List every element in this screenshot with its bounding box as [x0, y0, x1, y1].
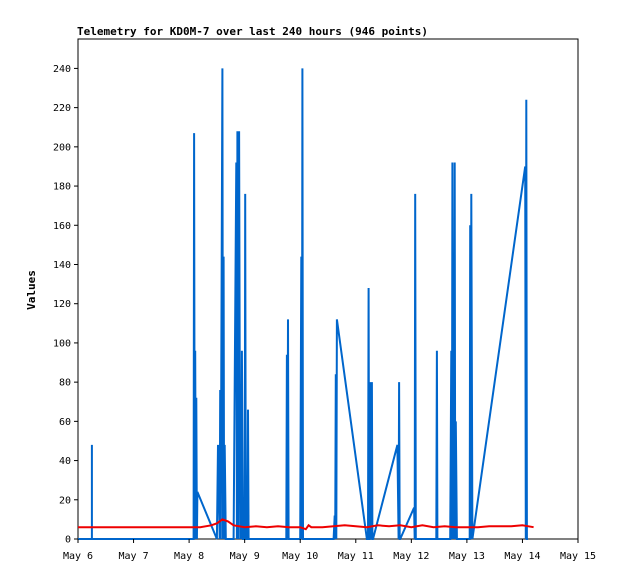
x-tick-label: May 12 — [393, 551, 429, 562]
series-line-red — [78, 518, 534, 531]
y-tick-label: 20 — [59, 495, 71, 506]
y-tick-label: 160 — [53, 221, 71, 232]
x-tick-label: May 9 — [230, 551, 260, 562]
y-tick-label: 120 — [53, 299, 71, 310]
y-tick-label: 220 — [53, 103, 71, 114]
x-tick-label: May 14 — [504, 551, 540, 562]
y-tick-label: 80 — [59, 378, 71, 389]
x-tick-label: May 11 — [338, 551, 374, 562]
x-tick-label: May 13 — [449, 551, 485, 562]
series-line-blue — [78, 68, 528, 540]
y-tick-label: 200 — [53, 142, 71, 153]
y-tick-label: 0 — [65, 535, 71, 546]
x-tick-label: May 7 — [119, 551, 149, 562]
x-tick-label: May 15 — [560, 551, 596, 562]
y-tick-label: 140 — [53, 260, 71, 271]
y-axis-label: Values — [25, 270, 38, 310]
plot-frame — [77, 38, 579, 540]
x-tick-label: May 6 — [63, 551, 93, 562]
x-tick-label: May 10 — [282, 551, 318, 562]
x-tick-label: May 8 — [174, 551, 204, 562]
chart-title: Telemetry for KD0M-7 over last 240 hours… — [77, 25, 428, 38]
y-tick-label: 100 — [53, 338, 71, 349]
y-tick-label: 60 — [59, 417, 71, 428]
series-layer — [78, 68, 534, 540]
y-tick-label: 40 — [59, 456, 71, 467]
y-tick-label: 240 — [53, 64, 71, 75]
y-tick-label: 180 — [53, 182, 71, 193]
axes-layer: 0 20 40 60 80 100 120 140 160 180 200 220 240 May 6 Ma… — [53, 64, 596, 562]
